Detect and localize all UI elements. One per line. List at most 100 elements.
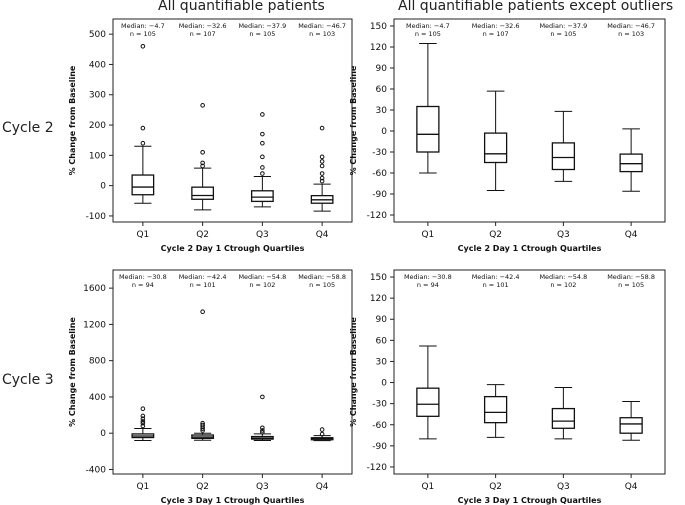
cycle3-no-outliers-ytick-label: -120	[367, 463, 388, 473]
cycle2-no-outliers-ytick-label: 0	[381, 127, 387, 137]
cycle2-all-outlier-point	[260, 140, 265, 146]
cycle2-all-ytick-label: 200	[89, 121, 106, 131]
cycle2-all-outlier-point	[140, 125, 146, 131]
row-label-cycle3: Cycle 3	[2, 372, 54, 388]
cycle2-all-outlier-point	[319, 171, 325, 176]
cycle3-no-outliers-xtick-label: Q4	[625, 482, 638, 492]
cycle3-all-ytick-label: 800	[89, 357, 106, 367]
cycle2-no-outliers-n-label: n = 105	[550, 30, 576, 38]
cycle3-all-median-label: Median: −58.8	[298, 273, 346, 281]
cycle2-no-outliers-box	[551, 142, 576, 171]
cycle3-no-outliers-ytick-label: -30	[372, 400, 387, 410]
cycle3-all-outlier-point	[260, 429, 265, 435]
cycle2-no-outliers-xtick-label: Q1	[421, 230, 434, 240]
cycle2-no-outliers-ytick-label: -30	[372, 148, 387, 158]
cycle2-all-outlier-point	[319, 163, 325, 169]
cycle3-no-outliers-ytick-label: -90	[372, 442, 387, 452]
cycle2-all-outlier-point	[260, 112, 265, 117]
cycle2-all-n-label: n = 105	[249, 30, 275, 38]
cycle2-all-median-label: Median: −4.7	[121, 22, 165, 30]
cycle2-no-outliers-median-label: Median: −46.7	[607, 22, 655, 30]
cycle2-all-outlier-point	[200, 103, 205, 108]
right-column-title: All quantifiable patients except outlier…	[398, 0, 674, 14]
cycle3-no-outliers-n-label: n = 105	[618, 281, 644, 289]
cycle2-all-xlabel: Cycle 2 Day 1 Ctrough Quartiles	[161, 244, 305, 253]
cycle2-no-outliers-box	[416, 105, 440, 153]
cycle2-all-outlier-point	[260, 154, 265, 160]
cycle3-no-outliers-ytick-label: 150	[370, 273, 387, 283]
cycle3-all-xtick-label: Q1	[136, 482, 149, 492]
row-label-cycle2: Cycle 2	[2, 120, 54, 136]
cycle2-all-outlier-point	[200, 150, 205, 155]
cycle2-no-outliers-median-label: Median: −32.6	[472, 22, 520, 30]
cycle2-all-outlier-point	[260, 171, 265, 176]
cycle2-no-outliers-box	[619, 153, 643, 173]
cycle2-no-outliers-box	[483, 132, 508, 164]
cycle3-all-frame	[112, 269, 353, 475]
cycle3-all-ytick-label: 400	[89, 393, 106, 403]
cycle2-no-outliers-ytick-label: -60	[372, 169, 387, 179]
cycle2-no-outliers-n-label: n = 105	[415, 30, 441, 38]
cycle2-no-outliers-xtick-label: Q3	[557, 230, 570, 240]
cycle2-all-ytick-label: -100	[86, 212, 107, 222]
cycle2-all-median-label: Median: −32.6	[179, 22, 227, 30]
cycle2-all-ytick-label: 500	[89, 30, 106, 40]
cycle2-all-outlier-point	[200, 163, 205, 169]
cycle2-no-outliers-xlabel: Cycle 2 Day 1 Ctrough Quartiles	[458, 244, 602, 253]
cycle3-no-outliers-ytick-label: 120	[370, 294, 387, 304]
cycle2-all-outlier-point	[319, 175, 325, 181]
cycle2-all-box	[191, 186, 215, 200]
cycle2-no-outliers-ylabel: % Change from Baseline	[349, 65, 358, 175]
cycle3-no-outliers-ytick-label: -60	[372, 421, 387, 431]
cycle3-all-n-label: n = 101	[190, 281, 216, 289]
cycle2-no-outliers-xtick-label: Q4	[625, 230, 638, 240]
cycle3-no-outliers-box	[416, 387, 440, 417]
cycle3-no-outliers-ylabel: % Change from Baseline	[349, 317, 358, 427]
cycle2-no-outliers-ytick-label: -90	[372, 190, 387, 200]
cycle2-no-outliers-frame	[393, 18, 666, 223]
cycle3-no-outliers-xlabel: Cycle 3 Day 1 Ctrough Quartiles	[458, 496, 602, 505]
cycle3-no-outliers-ytick-label: 0	[381, 379, 387, 389]
cycle2-no-outliers-ytick-label: 30	[376, 106, 388, 116]
cycle3-all-ytick-label: -400	[86, 465, 107, 475]
cycle2-all-ytick-label: 100	[89, 151, 106, 161]
cycle3-all-outlier-point	[140, 416, 146, 421]
cycle3-all-n-label: n = 102	[249, 281, 275, 289]
cycle2-no-outliers-ytick-label: 150	[370, 22, 387, 32]
cycle3-all-outlier-point	[140, 419, 146, 424]
cycle2-all-frame	[112, 18, 353, 223]
cycle2-all-box	[131, 174, 155, 196]
cycle3-all-median-label: Median: −54.8	[238, 273, 286, 281]
cycle2-all-xtick-label: Q2	[196, 230, 209, 240]
cycle2-all-outlier-point	[319, 154, 325, 160]
cycle2-all-outlier-point	[140, 140, 146, 146]
cycle2-all-outlier-point	[319, 159, 325, 164]
cycle2-all-outlier-point	[140, 43, 146, 49]
cycle3-all-n-label: n = 105	[309, 281, 335, 289]
cycle2-all-median-label: Median: −37.9	[238, 22, 286, 30]
cycle3-all-xtick-label: Q2	[196, 482, 209, 492]
cycle2-no-outliers-xtick-label: Q2	[489, 230, 502, 240]
cycle2-all-outlier-point	[260, 165, 265, 170]
cycle3-no-outliers-median-label: Median: −30.8	[404, 273, 452, 281]
cycle2-no-outliers-ytick-label: 60	[376, 85, 388, 95]
cycle2-no-outliers-ytick-label: 120	[370, 43, 387, 53]
cycle2-no-outliers-ytick-label: 90	[376, 64, 388, 74]
cycle3-no-outliers-box	[551, 407, 576, 429]
cycle2-all-xtick-label: Q3	[256, 230, 269, 240]
cycle3-all-outlier-point	[140, 423, 146, 429]
cycle2-all-box	[250, 190, 274, 203]
cycle2-all-ytick-label: 0	[100, 182, 106, 192]
cycle2-no-outliers-n-label: n = 107	[483, 30, 509, 38]
cycle3-all-outlier-point	[140, 420, 146, 426]
cycle2-all-n-label: n = 105	[130, 30, 156, 38]
cycle2-all-outlier-point	[319, 178, 325, 184]
cycle3-all-outlier-point	[200, 309, 205, 315]
cycle3-all-outlier-point	[260, 394, 265, 400]
cycle2-all-n-label: n = 103	[309, 30, 335, 38]
cycle2-all-ylabel: % Change from Baseline	[68, 65, 77, 175]
cycle2-all-ytick-label: 300	[89, 91, 106, 101]
cycle3-no-outliers-ytick-label: 30	[376, 357, 388, 367]
cycle3-all-outlier-point	[260, 428, 265, 433]
